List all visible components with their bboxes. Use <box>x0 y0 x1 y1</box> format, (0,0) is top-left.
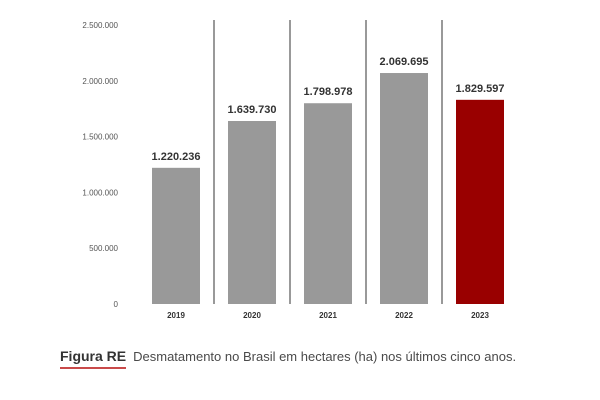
y-tick-label: 1.000.000 <box>82 188 118 197</box>
y-tick-label: 500.000 <box>89 244 118 253</box>
bar <box>228 121 276 304</box>
bar <box>304 103 352 304</box>
bar <box>456 99 504 304</box>
bar <box>380 73 428 305</box>
figure-caption: Figura RE Desmatamento no Brasil em hect… <box>60 348 516 369</box>
x-tick-label: 2019 <box>167 311 185 320</box>
x-tick-label: 2021 <box>319 311 337 320</box>
data-label: 1.798.978 <box>304 86 353 98</box>
bar <box>152 167 200 304</box>
x-tick-label: 2022 <box>395 311 413 320</box>
y-tick-label: 1.500.000 <box>82 133 118 142</box>
data-label: 2.069.695 <box>380 56 429 68</box>
figure-label: Figura RE <box>60 348 127 369</box>
data-label: 1.639.730 <box>228 104 277 116</box>
y-tick-label: 0 <box>114 300 119 309</box>
y-tick-label: 2.500.000 <box>82 21 118 30</box>
data-label: 1.220.236 <box>152 151 201 163</box>
figure-caption-text: Desmatamento no Brasil em hectares (ha) … <box>133 349 517 364</box>
bar-chart: 0 500.000 1.000.000 1.500.000 2.000.000 2.500… <box>82 20 505 320</box>
x-tick-label: 2020 <box>243 311 261 320</box>
x-tick-label: 2023 <box>471 311 489 320</box>
y-tick-label: 2.000.000 <box>82 77 118 86</box>
data-label: 1.829.597 <box>456 83 505 95</box>
